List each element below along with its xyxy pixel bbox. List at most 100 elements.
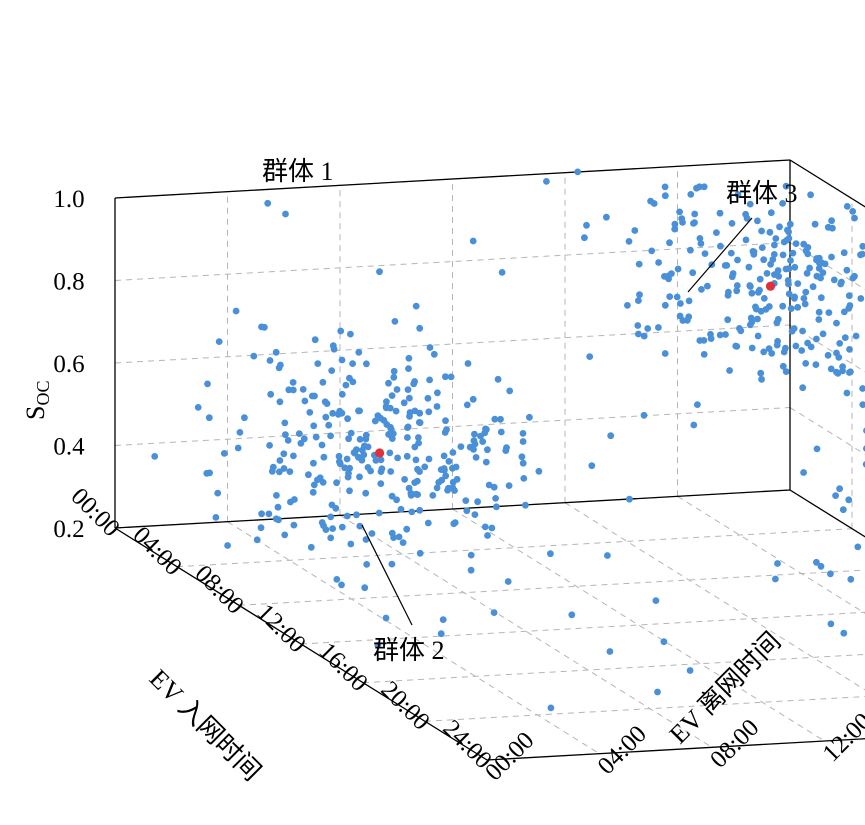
data-point bbox=[493, 503, 500, 511]
data-point bbox=[435, 479, 443, 486]
data-point bbox=[449, 449, 457, 456]
data-point bbox=[807, 191, 814, 199]
data-point bbox=[668, 270, 675, 277]
y-axis-label: EV 离网时间 bbox=[664, 626, 787, 749]
data-point bbox=[583, 221, 590, 229]
data-point bbox=[393, 386, 401, 393]
data-point bbox=[673, 293, 681, 301]
data-point bbox=[522, 501, 529, 509]
data-point bbox=[754, 332, 762, 340]
data-point bbox=[378, 465, 386, 473]
data-point bbox=[698, 286, 705, 293]
data-point bbox=[758, 376, 765, 383]
data-point bbox=[518, 453, 526, 461]
data-point bbox=[276, 457, 284, 464]
data-point bbox=[813, 445, 821, 453]
data-point bbox=[635, 260, 643, 268]
data-point bbox=[758, 244, 766, 252]
data-point bbox=[802, 288, 810, 296]
data-point bbox=[309, 488, 317, 496]
x-tick-label: 12:00 bbox=[251, 599, 310, 658]
data-point bbox=[301, 397, 309, 405]
data-point bbox=[691, 210, 699, 218]
data-point bbox=[809, 283, 817, 291]
data-point bbox=[395, 533, 403, 541]
data-point bbox=[387, 468, 395, 475]
data-point bbox=[827, 365, 835, 373]
data-point bbox=[827, 620, 835, 628]
data-point bbox=[674, 265, 682, 273]
data-point bbox=[693, 184, 700, 192]
data-point bbox=[506, 387, 514, 395]
axis-frame bbox=[114, 159, 865, 761]
data-point bbox=[356, 522, 364, 530]
data-point bbox=[798, 347, 806, 354]
data-point bbox=[445, 484, 452, 492]
wall-gridline bbox=[114, 242, 791, 281]
data-point bbox=[299, 386, 307, 393]
data-point bbox=[284, 437, 292, 444]
data-point bbox=[356, 473, 363, 481]
data-point bbox=[290, 521, 298, 529]
data-point bbox=[241, 414, 248, 422]
top-right-edge bbox=[789, 159, 865, 208]
data-point bbox=[817, 294, 825, 302]
data-point bbox=[287, 498, 294, 506]
data-point bbox=[799, 327, 806, 335]
data-point bbox=[783, 236, 791, 244]
data-point bbox=[852, 332, 860, 340]
wall-gridline bbox=[114, 324, 791, 364]
data-point bbox=[733, 343, 741, 350]
data-point bbox=[234, 444, 242, 452]
data-point bbox=[377, 480, 385, 487]
data-point bbox=[802, 360, 810, 367]
data-point bbox=[857, 295, 865, 302]
data-point bbox=[276, 468, 283, 476]
data-point bbox=[813, 558, 820, 566]
data-point bbox=[224, 542, 232, 549]
data-point bbox=[661, 350, 669, 357]
data-point bbox=[786, 220, 794, 228]
data-point bbox=[784, 277, 792, 284]
data-point bbox=[463, 401, 471, 409]
data-point bbox=[676, 208, 683, 216]
data-point bbox=[851, 272, 858, 280]
data-point bbox=[504, 578, 512, 585]
data-point bbox=[387, 423, 394, 431]
data-point bbox=[828, 253, 835, 261]
data-point bbox=[356, 435, 364, 443]
data-point bbox=[355, 348, 363, 356]
data-point bbox=[333, 576, 341, 583]
data-point bbox=[416, 324, 424, 332]
data-point bbox=[392, 407, 400, 415]
data-point bbox=[747, 283, 754, 290]
data-point bbox=[811, 220, 819, 228]
data-point bbox=[407, 491, 415, 499]
data-point bbox=[843, 266, 851, 274]
data-point bbox=[386, 449, 394, 457]
data-point bbox=[361, 584, 369, 592]
data-point bbox=[408, 508, 416, 516]
data-point bbox=[785, 265, 793, 272]
data-point bbox=[655, 324, 662, 331]
data-point bbox=[817, 562, 825, 570]
data-point bbox=[772, 235, 780, 242]
data-point bbox=[327, 534, 335, 542]
data-point bbox=[374, 412, 382, 420]
data-point bbox=[343, 512, 351, 520]
data-point bbox=[215, 338, 223, 345]
data-point bbox=[390, 534, 397, 541]
x-axis-line bbox=[114, 527, 488, 761]
data-point bbox=[723, 262, 731, 269]
data-point bbox=[397, 505, 405, 513]
data-point bbox=[547, 550, 554, 558]
data-point bbox=[203, 469, 211, 477]
data-point bbox=[220, 450, 228, 457]
data-point bbox=[323, 400, 331, 407]
wall-gridline bbox=[789, 407, 865, 455]
data-point bbox=[424, 394, 432, 402]
data-point bbox=[788, 327, 796, 335]
data-point bbox=[403, 525, 411, 533]
data-point bbox=[694, 401, 701, 408]
data-point bbox=[813, 256, 820, 264]
